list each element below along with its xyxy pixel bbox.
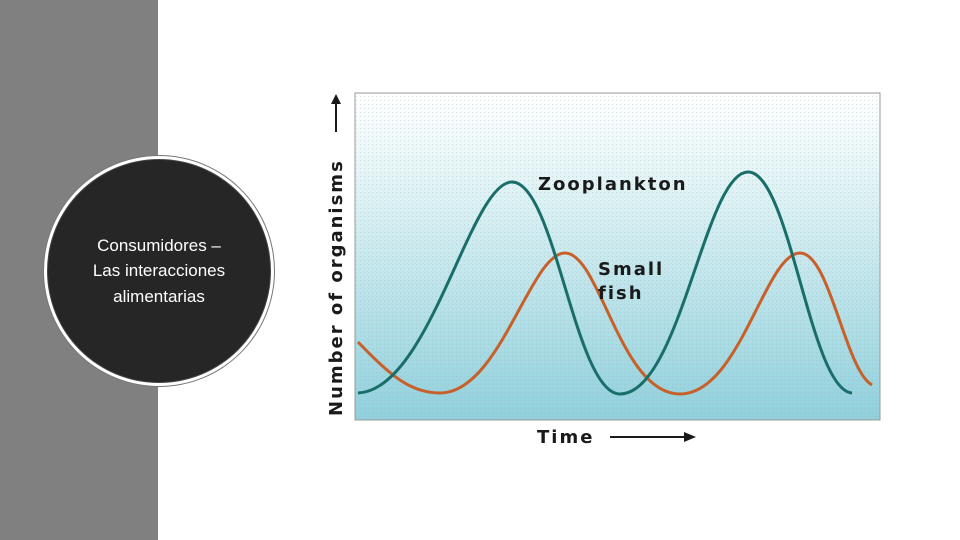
fish-curve	[356, 251, 873, 396]
zooplankton-label: Zooplankton	[538, 174, 688, 195]
y-axis-label: Number of organisms	[326, 159, 347, 416]
plot-texture	[355, 93, 880, 420]
slide-title: Consumidores – Las interacciones aliment…	[92, 235, 226, 306]
fish-label: fish	[598, 283, 644, 304]
zooplankton-curve	[357, 170, 853, 396]
fish-label: Small	[598, 259, 664, 280]
x-axis-label: Time	[537, 427, 594, 448]
x-arrow-head	[684, 432, 696, 442]
y-arrow-head	[331, 94, 341, 104]
title-circle: Consumidores – Las interacciones aliment…	[48, 160, 270, 382]
